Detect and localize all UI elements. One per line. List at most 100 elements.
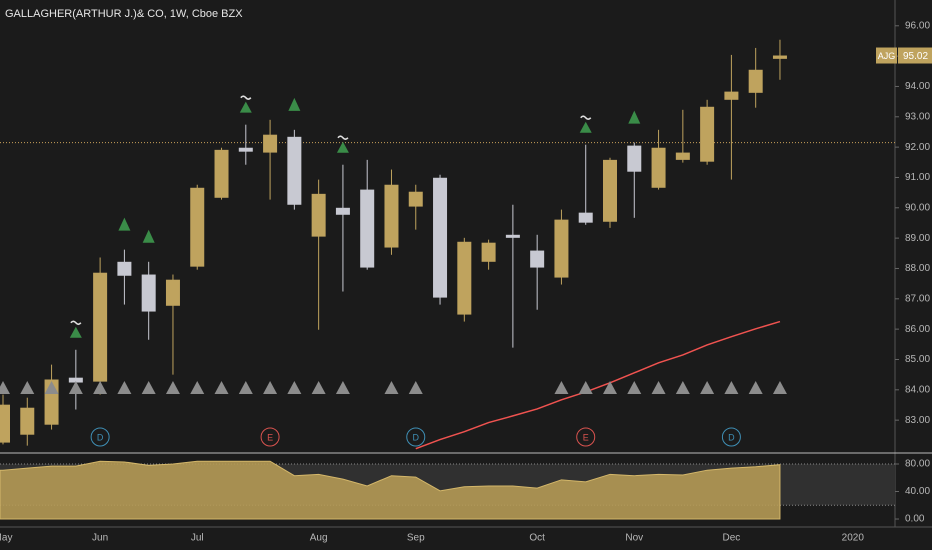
- signal-triangle: [627, 381, 642, 394]
- x-tick-label: 2020: [842, 533, 865, 544]
- candle-body: [214, 149, 229, 198]
- event-badge: [721, 427, 741, 447]
- signal-triangle: [675, 381, 690, 394]
- candle-body: [165, 279, 180, 306]
- buy-triangle: [628, 110, 641, 124]
- signal-triangle: [700, 381, 715, 394]
- candle-body: [481, 242, 496, 262]
- y-tick-label: 90.00: [905, 202, 930, 213]
- candle-body: [748, 69, 763, 93]
- buy-triangle: [118, 217, 131, 231]
- y-tick-label: 87.00: [905, 293, 930, 304]
- candle-body: [675, 152, 690, 160]
- signal-triangle: [603, 381, 617, 394]
- y-tick-label: 80.00: [905, 459, 930, 470]
- x-tick-label: Jul: [191, 533, 204, 544]
- x-tick-label: Dec: [723, 533, 741, 544]
- tilde-signal: [69, 320, 82, 338]
- signal-triangle: [772, 381, 787, 394]
- signal-triangle: [287, 381, 302, 394]
- tilde-signal: [579, 115, 592, 133]
- signal-triangle: [578, 381, 593, 394]
- y-tick-label: 0.00: [905, 514, 925, 525]
- y-tick-label: 92.00: [905, 142, 930, 153]
- last-price-label: 95.02: [903, 51, 928, 62]
- buy-triangle: [288, 97, 301, 111]
- signal-triangle: [44, 381, 59, 394]
- signal-triangle: [20, 381, 35, 394]
- candle-body: [724, 91, 739, 100]
- y-tick-label: 85.00: [905, 354, 930, 365]
- signal-triangle: [408, 381, 423, 394]
- y-tick-label: 83.00: [905, 415, 930, 426]
- signal-triangle: [554, 381, 569, 394]
- x-tick-label: Aug: [310, 533, 328, 544]
- candle-body: [554, 219, 569, 278]
- event-badge: [576, 427, 596, 447]
- candle-body: [335, 207, 350, 215]
- signal-triangle: [0, 381, 10, 394]
- signal-triangle: [238, 381, 253, 394]
- x-tick-label: Nov: [625, 533, 643, 544]
- signal-triangle: [165, 381, 180, 394]
- candle-body: [433, 177, 448, 298]
- tilde-icon: [70, 320, 82, 326]
- event-label: D: [97, 432, 104, 442]
- signal-triangle: [190, 381, 205, 394]
- tilde-icon: [337, 135, 349, 141]
- candle-body: [384, 184, 399, 248]
- symbol-label: AJG: [878, 51, 896, 61]
- signal-triangle: [335, 381, 350, 394]
- candle-body: [505, 234, 520, 238]
- candle-body: [287, 136, 302, 205]
- tilde-icon: [240, 95, 252, 100]
- candle-body: [772, 55, 787, 59]
- signal-triangle: [263, 381, 278, 394]
- candle-body: [263, 134, 278, 153]
- lower-panel: [0, 460, 895, 520]
- candle-body: [238, 147, 253, 152]
- y-tick-label: 93.00: [905, 111, 930, 122]
- signal-triangle: [748, 381, 763, 394]
- candle-body: [311, 193, 326, 237]
- y-tick-label: 91.00: [905, 172, 930, 183]
- signal-triangle: [93, 381, 108, 394]
- candle-body: [578, 212, 593, 223]
- tilde-signal: [239, 95, 252, 113]
- chart-title: GALLAGHER(ARTHUR J.)& CO, 1W, Cboe BZX: [5, 8, 243, 20]
- x-tick-label: Oct: [529, 533, 545, 544]
- signal-triangle: [724, 381, 739, 394]
- x-tick-label: Jun: [92, 533, 108, 544]
- signal-triangle: [117, 381, 132, 394]
- candle-body: [408, 191, 423, 207]
- buy-triangle: [142, 229, 155, 243]
- event-label: E: [267, 432, 273, 442]
- last-price-badge: [898, 47, 932, 64]
- y-tick-label: 40.00: [905, 486, 930, 497]
- axes: 83.00 84.00 85.00 86.00 87.00 88.00 89.00 90.00…: [0, 20, 932, 544]
- tilde-icon: [580, 115, 592, 120]
- symbol-badge: [876, 47, 897, 64]
- candle-body: [627, 145, 642, 172]
- y-tick-label: 89.00: [905, 233, 930, 244]
- candle-body: [68, 377, 83, 383]
- candle-body: [360, 189, 375, 268]
- candle-body: [190, 187, 205, 267]
- y-tick-label: 86.00: [905, 324, 930, 335]
- x-tick-label: May: [0, 533, 12, 544]
- candle-body: [603, 159, 617, 222]
- candle-body: [651, 147, 666, 188]
- event-label: D: [728, 432, 735, 442]
- y-tick-label: 96.00: [905, 20, 930, 31]
- tilde-triangle: [239, 101, 252, 113]
- moving-average-line: [415, 320, 781, 450]
- signal-triangle: [214, 381, 229, 394]
- area: [0, 460, 781, 520]
- candle-body: [0, 404, 10, 443]
- tilde-triangle: [69, 326, 82, 338]
- tilde-signal: [336, 135, 349, 153]
- tilde-triangle: [579, 121, 592, 133]
- candle-body: [530, 250, 545, 268]
